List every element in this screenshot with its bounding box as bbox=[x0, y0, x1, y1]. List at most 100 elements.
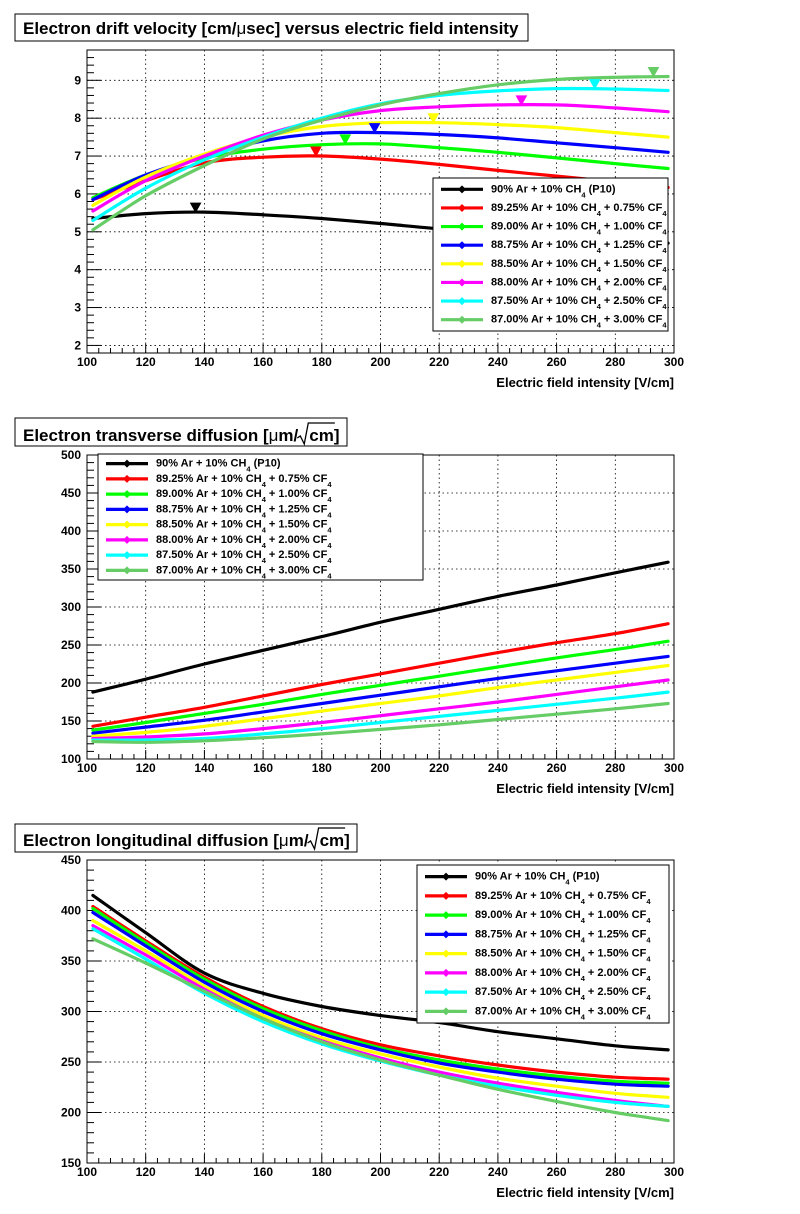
y-tick-label: 250 bbox=[61, 638, 81, 652]
y-tick-label: 200 bbox=[61, 676, 81, 690]
x-tick-label: 180 bbox=[312, 355, 332, 369]
x-tick-label: 280 bbox=[605, 761, 625, 775]
legend-label: 90% Ar + 10% CH4 (P10) bbox=[156, 458, 281, 474]
y-tick-label: 2 bbox=[74, 338, 81, 352]
legend-label: 88.50% Ar + 10% CH4 + 1.50% CF4 bbox=[475, 948, 651, 964]
legend-label: 88.00% Ar + 10% CH4 + 2.00% CF4 bbox=[156, 534, 332, 550]
y-tick-label: 150 bbox=[61, 714, 81, 728]
series-line bbox=[91, 893, 670, 1052]
x-tick-label: 220 bbox=[429, 761, 449, 775]
legend-swatch-marker bbox=[458, 241, 466, 250]
x-tick-label: 300 bbox=[664, 355, 684, 369]
x-tick-label: 120 bbox=[136, 355, 156, 369]
legend-swatch-marker bbox=[123, 520, 131, 529]
series-line bbox=[91, 639, 670, 732]
series-line bbox=[91, 678, 670, 741]
legend-label: 87.00% Ar + 10% CH4 + 3.00% CF4 bbox=[475, 1005, 651, 1021]
x-tick-label: 280 bbox=[605, 355, 625, 369]
y-tick-label: 400 bbox=[61, 524, 81, 538]
y-tick-label: 300 bbox=[61, 1005, 81, 1019]
x-tick-label: 300 bbox=[664, 761, 684, 775]
y-tick-label: 4 bbox=[74, 263, 81, 277]
legend-swatch-marker bbox=[458, 203, 466, 212]
y-tick-label: 200 bbox=[61, 1106, 81, 1120]
legend-swatch-marker bbox=[458, 278, 466, 287]
series-line bbox=[91, 560, 670, 694]
legend-swatch-marker bbox=[123, 551, 131, 560]
x-tick-label: 220 bbox=[429, 355, 449, 369]
legend-swatch-marker bbox=[442, 891, 450, 900]
y-tick-label: 3 bbox=[74, 301, 81, 315]
legend-swatch-marker bbox=[442, 968, 450, 977]
y-tick-label: 5 bbox=[74, 225, 81, 239]
legend-label: 89.25% Ar + 10% CH4 + 0.75% CF4 bbox=[156, 473, 332, 489]
x-tick-label: 260 bbox=[547, 761, 567, 775]
x-tick-label: 160 bbox=[253, 1165, 273, 1179]
y-tick-label: 6 bbox=[74, 187, 81, 201]
legend-box bbox=[97, 453, 424, 581]
legend: 90% Ar + 10% CH4 (P10) 89.25% Ar + 10% CH… bbox=[416, 864, 670, 1024]
x-tick-label: 140 bbox=[194, 355, 214, 369]
x-tick-label: 200 bbox=[370, 355, 390, 369]
legend-label: 88.00% Ar + 10% CH4 + 2.00% CF4 bbox=[491, 276, 667, 292]
x-tick-label: 200 bbox=[370, 1165, 390, 1179]
series-line bbox=[91, 937, 670, 1123]
x-axis-title: Electric field intensity [V/cm] bbox=[496, 1185, 674, 1200]
legend-swatch-marker bbox=[458, 259, 466, 268]
legend-swatch-marker bbox=[458, 222, 466, 231]
chart-title: Electron drift velocity [cm/μsec] versus… bbox=[23, 19, 519, 38]
legend-label: 89.00% Ar + 10% CH4 + 1.00% CF4 bbox=[475, 909, 651, 925]
chart-3: 100 120 140 160 180 200 220 240 260 280 300 150 200 2… bbox=[61, 853, 684, 1200]
legend-label: 88.50% Ar + 10% CH4 + 1.50% CF4 bbox=[491, 258, 667, 274]
x-tick-label: 160 bbox=[253, 761, 273, 775]
series-line bbox=[91, 906, 670, 1085]
x-tick-label: 120 bbox=[136, 761, 156, 775]
x-axis-title: Electric field intensity [V/cm] bbox=[496, 781, 674, 796]
series-line bbox=[91, 919, 670, 1099]
legend-swatch-marker bbox=[123, 490, 131, 499]
series-line bbox=[91, 74, 670, 232]
sqrt-sign bbox=[307, 827, 346, 852]
series-line bbox=[91, 622, 670, 728]
chart-2: 100 120 140 160 180 200 220 240 260 280 300 100 150 2… bbox=[61, 448, 684, 796]
legend-label: 89.00% Ar + 10% CH4 + 1.00% CF4 bbox=[156, 488, 332, 504]
chart-title-box bbox=[14, 13, 529, 42]
x-tick-label: 100 bbox=[77, 1165, 97, 1179]
legend-swatch-marker bbox=[458, 315, 466, 324]
series-line bbox=[91, 120, 670, 207]
y-tick-label: 150 bbox=[61, 1156, 81, 1170]
legend-label: 87.00% Ar + 10% CH4 + 3.00% CF4 bbox=[156, 564, 332, 580]
series-line bbox=[91, 654, 670, 735]
x-tick-label: 260 bbox=[547, 355, 567, 369]
legend-label: 87.50% Ar + 10% CH4 + 2.50% CF4 bbox=[491, 295, 667, 311]
peak-marker bbox=[310, 146, 322, 158]
series-line bbox=[91, 690, 670, 742]
legend-swatch-marker bbox=[458, 185, 466, 194]
chart-title-box bbox=[14, 417, 348, 447]
y-tick-label: 350 bbox=[61, 954, 81, 968]
legend-box bbox=[432, 177, 669, 332]
x-tick-label: 240 bbox=[488, 761, 508, 775]
series-line bbox=[91, 663, 670, 738]
peak-marker bbox=[588, 79, 601, 90]
x-tick-label: 160 bbox=[253, 355, 273, 369]
peak-marker bbox=[515, 95, 528, 106]
y-tick-label: 7 bbox=[74, 149, 81, 163]
legend-label: 90% Ar + 10% CH4 (P10) bbox=[491, 183, 616, 199]
peak-marker bbox=[189, 202, 202, 214]
series-line bbox=[91, 924, 670, 1108]
series-line bbox=[91, 910, 670, 1088]
x-tick-label: 180 bbox=[312, 1165, 332, 1179]
y-tick-label: 350 bbox=[61, 562, 81, 576]
legend-label: 89.00% Ar + 10% CH4 + 1.00% CF4 bbox=[491, 221, 667, 237]
y-tick-label: 450 bbox=[61, 486, 81, 500]
chart-title: Electron longitudinal diffusion [μm/cm] bbox=[23, 831, 350, 850]
series-line bbox=[91, 103, 670, 213]
legend-swatch-marker bbox=[442, 1007, 450, 1016]
legend-swatch-marker bbox=[123, 505, 131, 514]
legend: 90% Ar + 10% CH4 (P10) 89.25% Ar + 10% CH… bbox=[432, 177, 669, 332]
series-line bbox=[91, 701, 670, 744]
x-tick-label: 140 bbox=[194, 761, 214, 775]
y-tick-label: 400 bbox=[61, 904, 81, 918]
